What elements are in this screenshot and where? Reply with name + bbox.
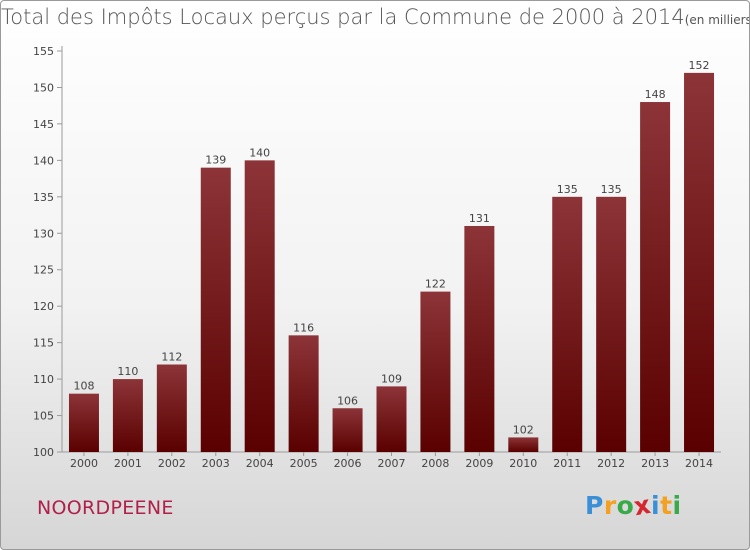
- logo-letter: t: [660, 491, 673, 520]
- data-label: 116: [293, 321, 314, 334]
- bar-chart: 100 105 110 115 120 125 130 135 140 145 150 155 2000…: [33, 45, 721, 470]
- y-tick-label: 115: [33, 337, 54, 350]
- bar-2000: [68, 393, 99, 452]
- logo-letter: r: [603, 491, 617, 520]
- y-tick-label: 135: [33, 191, 54, 204]
- x-tick-label: 2005: [290, 457, 318, 470]
- data-label: 140: [249, 146, 270, 159]
- bar-2003: [200, 167, 231, 452]
- chart-title-unit: (en milliers d'€): [684, 13, 750, 27]
- x-tick-label: 2003: [202, 457, 230, 470]
- axes: 100 105 110 115 120 125 130 135 140 145 150 155 2000…: [33, 45, 721, 470]
- data-label: 102: [513, 423, 534, 436]
- x-tick-label: 2006: [334, 457, 362, 470]
- x-tick-label: 2014: [685, 457, 713, 470]
- bar-2001: [112, 379, 143, 452]
- data-label: 122: [425, 278, 446, 291]
- logo-letter: i: [672, 491, 682, 520]
- y-tick-label: 100: [33, 446, 54, 459]
- logo-letter: P: [585, 491, 604, 520]
- data-label: 106: [337, 394, 358, 407]
- data-labels: 108 110 112 139 140 116 106 109 122 131 102 135 135 1…: [73, 59, 709, 437]
- bar-2006: [332, 408, 363, 452]
- x-tick-label: 2009: [465, 457, 493, 470]
- chart-title-main: Total des Impôts Locaux perçus par la Co…: [1, 5, 685, 29]
- y-tick-label: 110: [33, 373, 54, 386]
- x-tick-label: 2008: [421, 457, 449, 470]
- data-label: 152: [689, 59, 710, 72]
- x-tick-label: 2000: [70, 457, 98, 470]
- y-tick-label: 130: [33, 227, 54, 240]
- y-tick-label: 140: [33, 154, 54, 167]
- logo-letter: o: [616, 491, 635, 520]
- data-label: 139: [205, 154, 226, 167]
- x-tick-label: 2001: [114, 457, 142, 470]
- data-label: 112: [161, 351, 182, 364]
- y-tick-label: 145: [33, 118, 54, 131]
- bar-2013: [640, 102, 671, 452]
- x-tick-label: 2010: [509, 457, 537, 470]
- bar-2014: [684, 72, 715, 452]
- bar-2004: [244, 160, 275, 452]
- y-tick-label: 155: [33, 45, 54, 58]
- bar-2005: [288, 335, 319, 452]
- x-tick-label: 2013: [641, 457, 669, 470]
- logo-letter: i: [651, 491, 661, 520]
- bar-2010: [508, 437, 539, 452]
- data-label: 108: [73, 380, 94, 393]
- bar-2008: [420, 291, 451, 452]
- bar-2007: [376, 386, 407, 452]
- x-tick-label: 2011: [553, 457, 581, 470]
- y-tick-label: 150: [33, 81, 54, 94]
- x-tick-label: 2002: [158, 457, 186, 470]
- proxiti-logo: Proxiti: [585, 490, 682, 521]
- data-label: 110: [117, 365, 138, 378]
- y-tick-label: 120: [33, 300, 54, 313]
- x-tick-label: 2007: [378, 457, 406, 470]
- bar-2002: [156, 364, 187, 452]
- data-label: 131: [469, 212, 490, 225]
- bars: [68, 72, 715, 452]
- y-tick-label: 105: [33, 410, 54, 423]
- commune-name: NOORDPEENE: [37, 497, 174, 519]
- y-tick-label: 125: [33, 264, 54, 277]
- bar-2011: [552, 196, 583, 452]
- x-tick-label: 2004: [246, 457, 274, 470]
- bar-2009: [464, 225, 495, 452]
- data-label: 109: [381, 372, 402, 385]
- data-label: 135: [557, 183, 578, 196]
- data-label: 148: [645, 88, 666, 101]
- data-label: 135: [601, 183, 622, 196]
- x-tick-label: 2012: [597, 457, 625, 470]
- chart-title: Total des Impôts Locaux perçus par la Co…: [1, 5, 750, 29]
- bar-2012: [596, 196, 627, 452]
